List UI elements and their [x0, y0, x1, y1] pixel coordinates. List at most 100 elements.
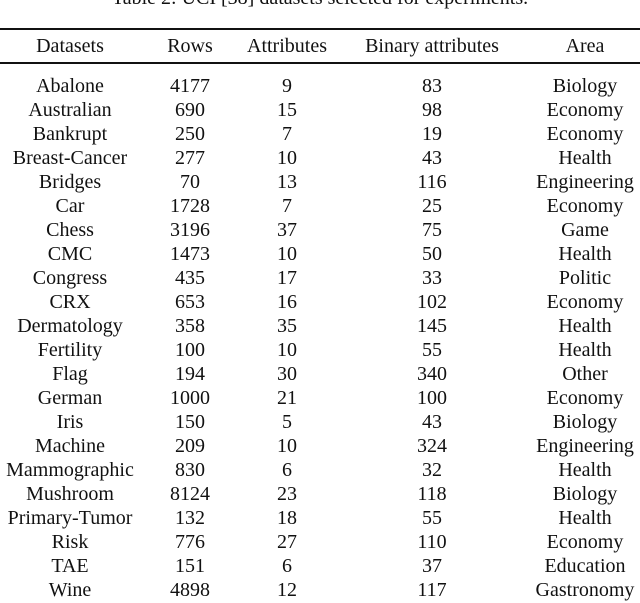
rows-count: 776 [175, 531, 205, 553]
binary-attributes-count: 100 [417, 387, 447, 409]
attributes-count: 23 [277, 483, 297, 505]
rows-count: 830 [175, 459, 205, 481]
rows-count: 358 [175, 315, 205, 337]
attributes-count: 37 [277, 219, 297, 241]
attributes-count: 6 [282, 555, 292, 577]
binary-attributes-count: 116 [417, 171, 447, 193]
table-row: Breast-Cancer 277 10 43 Health [0, 146, 640, 170]
area: Health [558, 243, 612, 265]
binary-attributes-count: 83 [422, 75, 442, 97]
attributes-count: 21 [277, 387, 297, 409]
header-rule [0, 62, 640, 64]
dataset-name: CMC [47, 243, 93, 265]
rows-count: 690 [175, 99, 205, 121]
rows-count: 151 [175, 555, 205, 577]
dataset-name: Flag [52, 363, 88, 385]
dataset-name: Car [55, 195, 85, 217]
dataset-name: Risk [51, 531, 89, 553]
header-area: Area [565, 35, 605, 57]
table-row: Mushroom 8124 23 118 Biology [0, 482, 640, 506]
table-row: Congress 435 17 33 Politic [0, 266, 640, 290]
dataset-name: Fertility [37, 339, 103, 361]
rows-count: 8124 [170, 483, 210, 505]
binary-attributes-count: 37 [422, 555, 442, 577]
dataset-name: Primary-Tumor [7, 507, 133, 529]
area: Economy [546, 99, 624, 121]
area: Politic [558, 267, 612, 289]
rows-count: 277 [175, 147, 205, 169]
binary-attributes-count: 25 [422, 195, 442, 217]
area: Biology [552, 75, 618, 97]
area: Economy [546, 195, 624, 217]
dataset-name: Australian [28, 99, 112, 121]
area: Health [558, 507, 612, 529]
rows-count: 70 [180, 171, 200, 193]
attributes-count: 7 [282, 195, 292, 217]
rows-count: 209 [175, 435, 205, 457]
attributes-count: 9 [282, 75, 292, 97]
dataset-name: Congress [32, 267, 108, 289]
table-row: Chess 3196 37 75 Game [0, 218, 640, 242]
dataset-name: Mushroom [26, 483, 114, 505]
binary-attributes-count: 324 [417, 435, 447, 457]
binary-attributes-count: 55 [422, 339, 442, 361]
area: Economy [546, 531, 624, 553]
dataset-name: CRX [49, 291, 91, 313]
binary-attributes-count: 75 [422, 219, 442, 241]
table-row: Mammographic 830 6 32 Health [0, 458, 640, 482]
dataset-name: Dermatology [17, 315, 123, 337]
binary-attributes-count: 117 [417, 579, 447, 601]
binary-attributes-count: 102 [417, 291, 447, 313]
area: Biology [552, 483, 618, 505]
area: Health [558, 339, 612, 361]
table-row: Car 1728 7 25 Economy [0, 194, 640, 218]
dataset-name: Bankrupt [32, 123, 108, 145]
table-row: CRX 653 16 102 Economy [0, 290, 640, 314]
dataset-name: Machine [35, 435, 105, 457]
area: Health [558, 315, 612, 337]
table-row: Risk 776 27 110 Economy [0, 530, 640, 554]
rows-count: 4177 [170, 75, 210, 97]
table-row: Bridges 70 13 116 Engineering [0, 170, 640, 194]
binary-attributes-count: 50 [422, 243, 442, 265]
rows-count: 1728 [170, 195, 210, 217]
area: Gastronomy [535, 579, 635, 601]
table-row: Machine 209 10 324 Engineering [0, 434, 640, 458]
table-caption: Table 2: UCI [38] datasets selected for … [0, 0, 640, 10]
binary-attributes-count: 43 [422, 147, 442, 169]
binary-attributes-count: 340 [417, 363, 447, 385]
area: Game [561, 219, 609, 241]
header-attributes: Attributes [247, 35, 327, 57]
attributes-count: 10 [277, 147, 297, 169]
area: Health [558, 147, 612, 169]
binary-attributes-count: 145 [417, 315, 447, 337]
binary-attributes-count: 98 [422, 99, 442, 121]
header-datasets: Datasets [36, 35, 104, 57]
dataset-name: Bridges [38, 171, 102, 193]
header-rows: Rows [167, 35, 213, 57]
dataset-name: Breast-Cancer [12, 147, 128, 169]
table-row: Iris 150 5 43 Biology [0, 410, 640, 434]
rows-count: 1473 [170, 243, 210, 265]
binary-attributes-count: 33 [422, 267, 442, 289]
area: Education [544, 555, 626, 577]
area: Engineering [536, 171, 634, 193]
attributes-count: 10 [277, 243, 297, 265]
binary-attributes-count: 55 [422, 507, 442, 529]
attributes-count: 15 [277, 99, 297, 121]
dataset-name: Iris [56, 411, 84, 433]
attributes-count: 13 [277, 171, 297, 193]
table-row: Dermatology 358 35 145 Health [0, 314, 640, 338]
attributes-count: 7 [282, 123, 292, 145]
attributes-count: 35 [277, 315, 297, 337]
binary-attributes-count: 118 [417, 483, 447, 505]
attributes-count: 6 [282, 459, 292, 481]
table-row: Abalone 4177 9 83 Biology [0, 74, 640, 98]
rows-count: 653 [175, 291, 205, 313]
attributes-count: 10 [277, 435, 297, 457]
attributes-count: 30 [277, 363, 297, 385]
area: Economy [546, 387, 624, 409]
attributes-count: 10 [277, 339, 297, 361]
area: Engineering [536, 435, 634, 457]
rows-count: 435 [175, 267, 205, 289]
